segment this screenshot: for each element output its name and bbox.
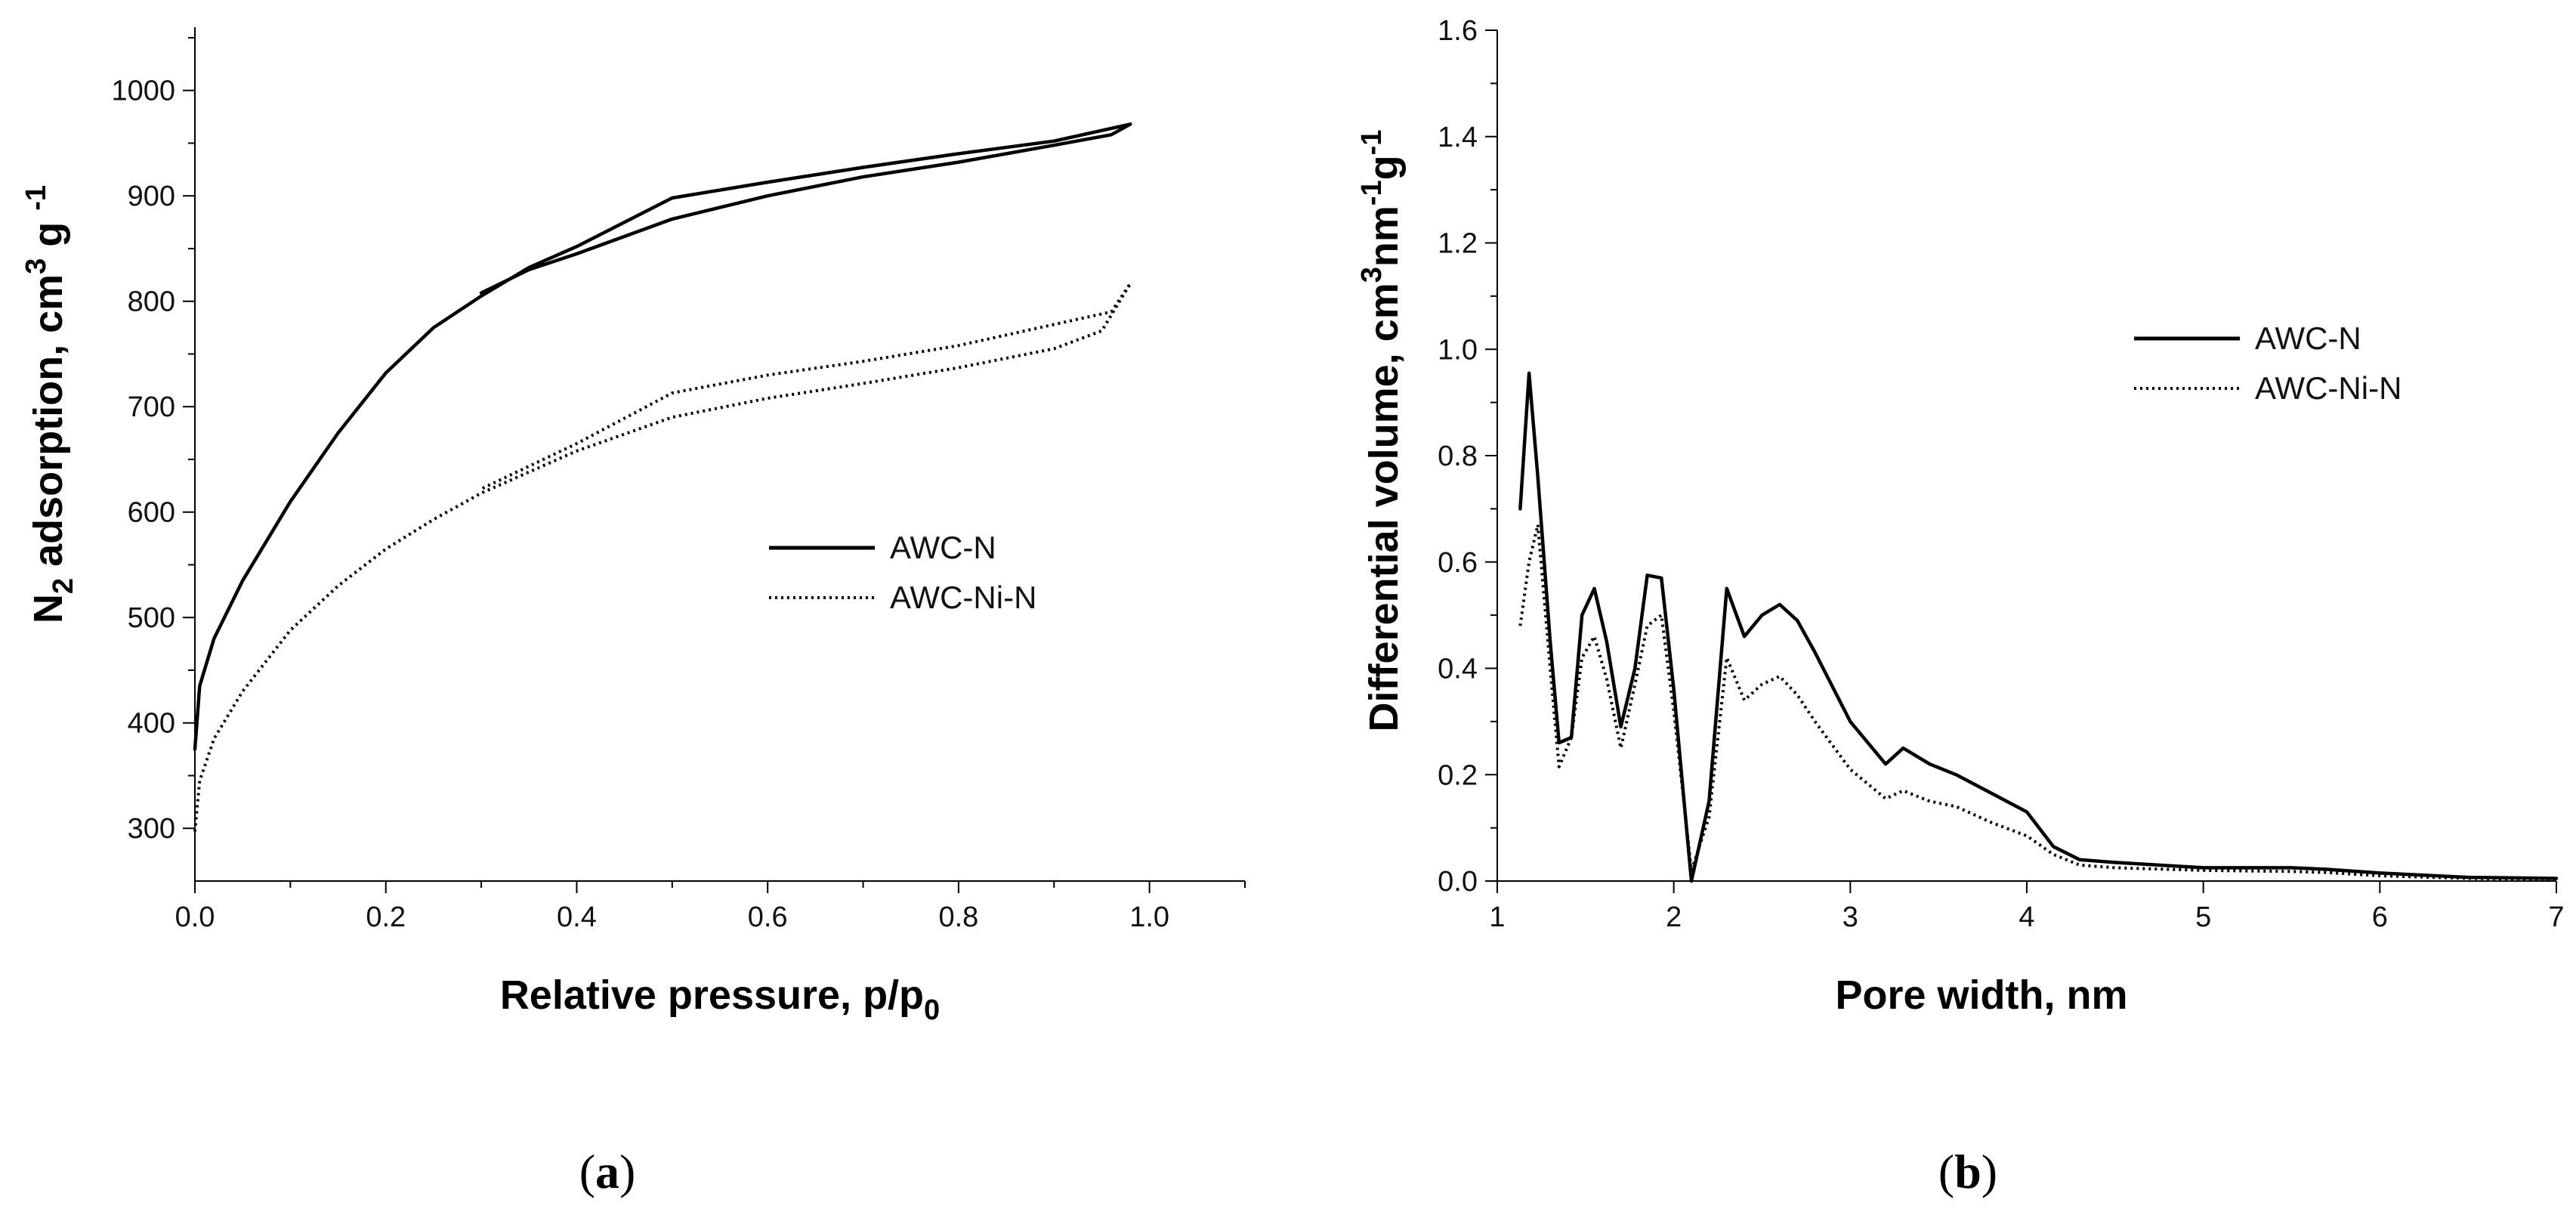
chart-b-y-label-sup: -1 — [1356, 130, 1388, 156]
chart-a-y-label-part: g — [26, 211, 71, 258]
chart-b-x-tick-label: 6 — [2372, 901, 2388, 933]
chart-a-x-tick-label: 1.0 — [1129, 901, 1169, 933]
chart-b-y-tick-label: 0.0 — [1438, 866, 1478, 898]
chart-a-y-label-part: N — [26, 594, 71, 623]
chart-b: 1 2 3 4 5 6 7 0.0 0.2 0.4 0.6 0.8 1.0 1.2 1.4 1.6 AWC-N… — [1356, 15, 2565, 1198]
panel-a-letter: a — [595, 1145, 619, 1198]
chart-a-series-awc-n — [193, 122, 1132, 751]
chart-b-y-tick-label: 1.0 — [1438, 334, 1478, 366]
panel-b-letter: b — [1954, 1145, 1981, 1198]
chart-b-series — [1518, 371, 2559, 883]
chart-b-axes: 1 2 3 4 5 6 7 0.0 0.2 0.4 0.6 0.8 1.0 1.2 1.4 1.6 — [1438, 15, 2564, 933]
chart-a-panel-label: (a) — [579, 1145, 636, 1198]
chart-a-y-label-sub: 2 — [48, 578, 79, 594]
chart-b-x-tick-label: 7 — [2548, 901, 2564, 933]
chart-a-legend-label: AWC-N — [890, 530, 996, 565]
chart-a-y-tick-label: 400 — [128, 708, 175, 740]
chart-a-x-axis-label: Relative pressure, p/p0 — [500, 972, 940, 1026]
chart-a-x-tick-label: 0.8 — [938, 901, 978, 933]
chart-b-y-label-sup: -1 — [1356, 180, 1388, 206]
chart-a-y-axis-label: N2 adsorption, cm3 g -1 — [20, 185, 79, 623]
chart-a-y-tick-label: 300 — [128, 813, 175, 845]
chart-a-series-awc-ni-n — [193, 282, 1132, 832]
chart-a-y-tick-label: 1000 — [111, 76, 175, 107]
panel-a-paren: ( — [579, 1145, 595, 1198]
chart-b-y-tick-label: 0.2 — [1438, 759, 1478, 791]
panel-b-paren: ) — [1981, 1145, 1997, 1198]
chart-b-x-tick-label: 3 — [1842, 901, 1858, 933]
chart-b-legend-label: AWC-N — [2255, 320, 2361, 356]
chart-a-y-tick-label: 500 — [128, 602, 175, 634]
chart-a-x-tick-label: 0.6 — [748, 901, 788, 933]
panel-b-paren: ( — [1938, 1145, 1954, 1198]
chart-a-x-label-sub: 0 — [924, 994, 940, 1026]
chart-b-y-tick-label: 1.2 — [1438, 228, 1478, 260]
chart-a-y-tick-label: 600 — [128, 497, 175, 529]
chart-b-y-tick-label: 0.8 — [1438, 441, 1478, 472]
chart-b-legend: AWC-N AWC-Ni-N — [2134, 320, 2401, 406]
chart-b-series-awc-n — [1518, 371, 2559, 883]
chart-b-y-tick-label: 0.6 — [1438, 547, 1478, 579]
chart-b-y-label-sup: 3 — [1356, 267, 1388, 283]
chart-a-y-tick-label: 700 — [128, 391, 175, 423]
chart-a: 0.0 0.2 0.4 0.6 0.8 1.0 300 400 500 600 700 800 900 1… — [20, 27, 1246, 1198]
chart-b-y-label-part: nm — [1361, 206, 1407, 267]
chart-a-legend-label: AWC-Ni-N — [890, 580, 1036, 615]
chart-a-legend: AWC-N AWC-Ni-N — [769, 530, 1036, 615]
chart-b-y-tick-label: 0.4 — [1438, 654, 1478, 685]
panel-a-paren: ) — [619, 1145, 635, 1198]
chart-b-y-axis-label: Differential volume, cm3nm-1g-1 — [1356, 130, 1407, 732]
chart-b-y-label-part: Differential volume, cm — [1361, 283, 1407, 731]
chart-a-series — [193, 122, 1132, 832]
chart-b-x-tick-label: 4 — [2018, 901, 2034, 933]
chart-b-panel-label: (b) — [1938, 1145, 1997, 1198]
chart-b-y-tick-label: 1.6 — [1438, 15, 1478, 47]
chart-a-x-label-main: Relative pressure, p/p — [500, 972, 924, 1018]
chart-a-y-tick-label: 900 — [128, 181, 175, 212]
chart-b-x-tick-label: 1 — [1489, 901, 1505, 933]
chart-a-y-tick-label: 800 — [128, 286, 175, 318]
chart-a-y-label-sup: 3 — [20, 258, 52, 274]
chart-a-axes: 0.0 0.2 0.4 0.6 0.8 1.0 300 400 500 600 700 800 900 1… — [111, 27, 1246, 933]
chart-b-y-label-part: g — [1361, 155, 1407, 180]
chart-b-legend-label: AWC-Ni-N — [2255, 370, 2401, 406]
chart-b-x-tick-label: 5 — [2195, 901, 2211, 933]
chart-a-x-tick-label: 0.0 — [175, 901, 215, 933]
chart-b-y-tick-label: 1.4 — [1438, 122, 1478, 153]
chart-a-y-label-part: adsorption, cm — [26, 274, 71, 578]
chart-a-x-tick-label: 0.4 — [557, 901, 597, 933]
chart-a-y-label-sup: -1 — [20, 185, 52, 211]
chart-a-x-tick-label: 0.2 — [366, 901, 406, 933]
chart-b-x-axis-label: Pore width, nm — [1835, 972, 2127, 1018]
chart-b-x-tick-label: 2 — [1666, 901, 1682, 933]
